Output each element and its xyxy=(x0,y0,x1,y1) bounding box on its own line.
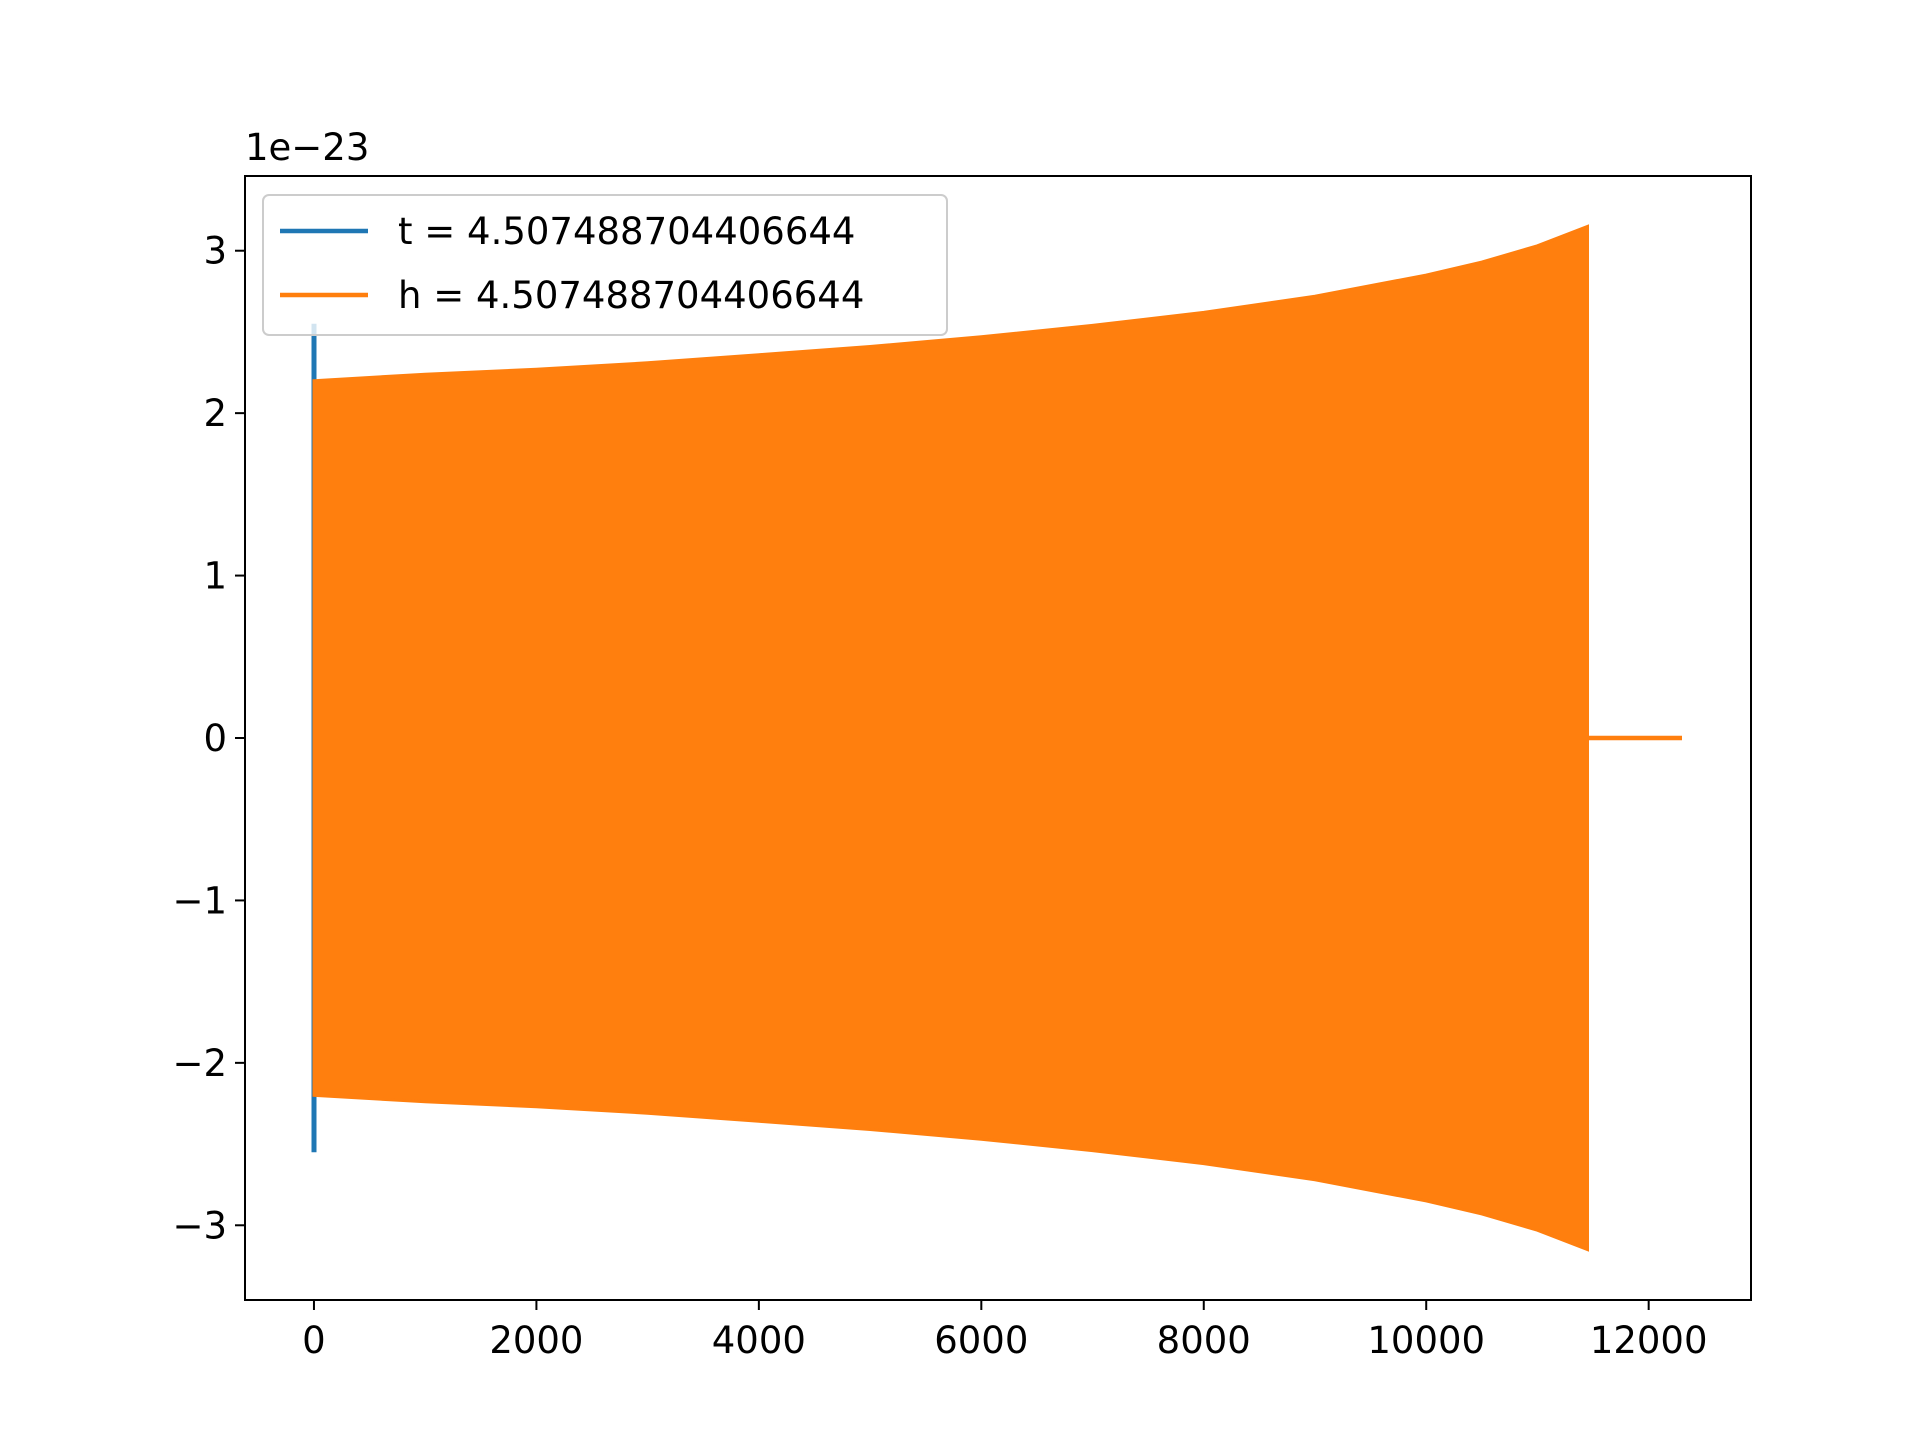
y-tick-label: 0 xyxy=(203,717,227,760)
legend-box xyxy=(262,194,948,336)
y-tick-label: 2 xyxy=(203,392,227,435)
legend-label-t: t = 4.507488704406644 xyxy=(398,210,855,253)
x-tick-label: 2000 xyxy=(489,1319,583,1362)
y-axis: −3 −2 −1 0 1 2 3 xyxy=(172,230,245,1247)
y-offset-label: 1e−23 xyxy=(245,126,369,169)
x-tick-label: 0 xyxy=(302,1319,326,1362)
y-tick-label: 3 xyxy=(203,230,227,273)
y-tick-label: −2 xyxy=(172,1042,227,1085)
x-tick-label: 12000 xyxy=(1590,1319,1708,1362)
legend-label-h: h = 4.507488704406644 xyxy=(398,274,864,317)
y-tick-label: 1 xyxy=(203,555,227,598)
y-tick-label: −1 xyxy=(172,879,227,922)
x-axis: 0 2000 4000 6000 8000 10000 12000 xyxy=(302,1300,1708,1362)
x-tick-label: 6000 xyxy=(934,1319,1028,1362)
plot-area xyxy=(311,224,1682,1252)
y-tick-label: −3 xyxy=(172,1204,227,1247)
x-tick-label: 8000 xyxy=(1157,1319,1251,1362)
x-tick-label: 10000 xyxy=(1367,1319,1485,1362)
legend: t = 4.507488704406644 h = 4.507488704406… xyxy=(262,194,948,336)
series-h-envelope xyxy=(312,224,1589,1252)
x-tick-label: 4000 xyxy=(712,1319,806,1362)
